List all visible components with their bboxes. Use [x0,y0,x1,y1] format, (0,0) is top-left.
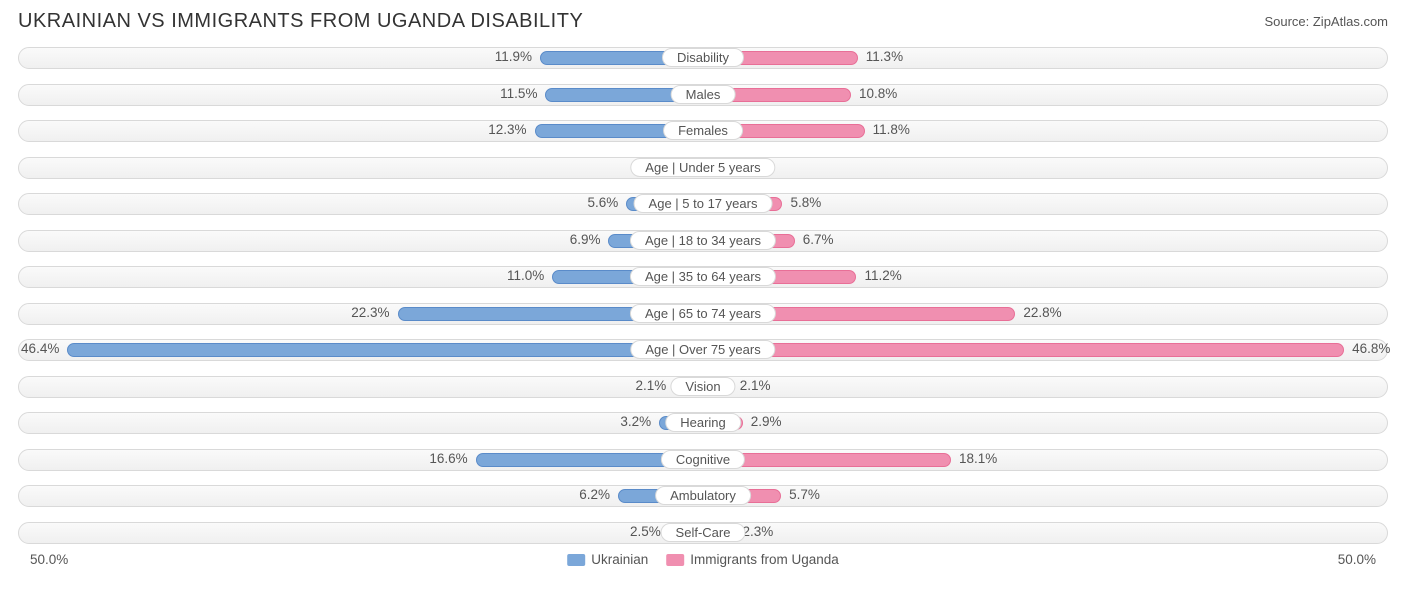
legend-swatch-right [666,554,684,566]
category-label: Females [663,121,743,140]
pct-right: 5.7% [789,487,820,502]
legend-item-right: Immigrants from Uganda [666,552,839,567]
category-label: Age | 5 to 17 years [634,194,773,213]
pct-right: 2.9% [751,414,782,429]
pct-left: 5.6% [588,195,619,210]
category-label: Age | 35 to 64 years [630,267,776,286]
pct-left: 11.0% [507,268,544,283]
pct-right: 18.1% [959,451,997,466]
pct-left: 2.5% [630,524,661,539]
bar-row: 6.9% 6.7% Age | 18 to 34 years [18,226,1388,256]
pct-left: 22.3% [351,305,389,320]
pct-left: 2.1% [635,378,666,393]
chart-header: UKRAINIAN VS IMMIGRANTS FROM UGANDA DISA… [0,0,1406,39]
chart-footer: 50.0% Ukrainian Immigrants from Uganda 5… [0,552,1406,576]
bar-right [703,343,1344,357]
category-label: Hearing [665,413,741,432]
pct-right: 6.7% [803,232,834,247]
pct-right: 5.8% [790,195,821,210]
bar-row: 11.5% 10.8% Males [18,80,1388,110]
pct-right: 11.8% [873,122,910,137]
legend-label-right: Immigrants from Uganda [690,552,839,567]
pct-left: 6.9% [570,232,601,247]
bar-row: 3.2% 2.9% Hearing [18,408,1388,438]
bar-row: 11.9% 11.3% Disability [18,43,1388,73]
category-label: Age | 65 to 74 years [630,304,776,323]
axis-max-left: 50.0% [30,552,68,567]
category-label: Ambulatory [655,486,751,505]
pct-right: 2.1% [740,378,771,393]
category-label: Age | Over 75 years [630,340,775,359]
bar-row: 46.4% 46.8% Age | Over 75 years [18,335,1388,365]
bar-row: 2.1% 2.1% Vision [18,372,1388,402]
legend-item-left: Ukrainian [567,552,648,567]
pct-right: 10.8% [859,86,897,101]
pct-right: 2.3% [743,524,774,539]
pct-right: 22.8% [1023,305,1061,320]
category-label: Age | Under 5 years [630,158,775,177]
pct-right: 11.3% [866,49,903,64]
pct-right: 11.2% [864,268,901,283]
chart-title: UKRAINIAN VS IMMIGRANTS FROM UGANDA DISA… [18,10,583,33]
category-label: Vision [670,377,735,396]
pct-right: 46.8% [1352,341,1390,356]
bar-row: 22.3% 22.8% Age | 65 to 74 years [18,299,1388,329]
legend: Ukrainian Immigrants from Uganda [567,552,839,567]
category-label: Disability [662,48,744,67]
category-label: Self-Care [661,523,746,542]
bar-row: 6.2% 5.7% Ambulatory [18,481,1388,511]
axis-max-right: 50.0% [1338,552,1376,567]
bar-row: 11.0% 11.2% Age | 35 to 64 years [18,262,1388,292]
chart-source: Source: ZipAtlas.com [1264,14,1388,29]
category-label: Age | 18 to 34 years [630,231,776,250]
category-label: Cognitive [661,450,745,469]
category-label: Males [671,85,736,104]
legend-swatch-left [567,554,585,566]
bar-row: 5.6% 5.8% Age | 5 to 17 years [18,189,1388,219]
pct-left: 6.2% [579,487,610,502]
pct-left: 3.2% [620,414,651,429]
bar-row: 1.3%1.1%Age | Under 5 years [18,153,1388,183]
pct-left: 11.5% [500,86,537,101]
legend-label-left: Ukrainian [591,552,648,567]
pct-left: 46.4% [21,341,59,356]
pct-left: 16.6% [429,451,467,466]
bar-row: 2.5% 2.3%Self-Care [18,518,1388,548]
bar-left [67,343,703,357]
pct-left: 11.9% [495,49,532,64]
pct-left: 12.3% [488,122,526,137]
diverging-bar-chart: 11.9% 11.3% Disability 11.5% 10.8% Males 12.3%… [0,39,1406,548]
bar-row: 12.3% 11.8% Females [18,116,1388,146]
bar-row: 16.6% 18.1% Cognitive [18,445,1388,475]
